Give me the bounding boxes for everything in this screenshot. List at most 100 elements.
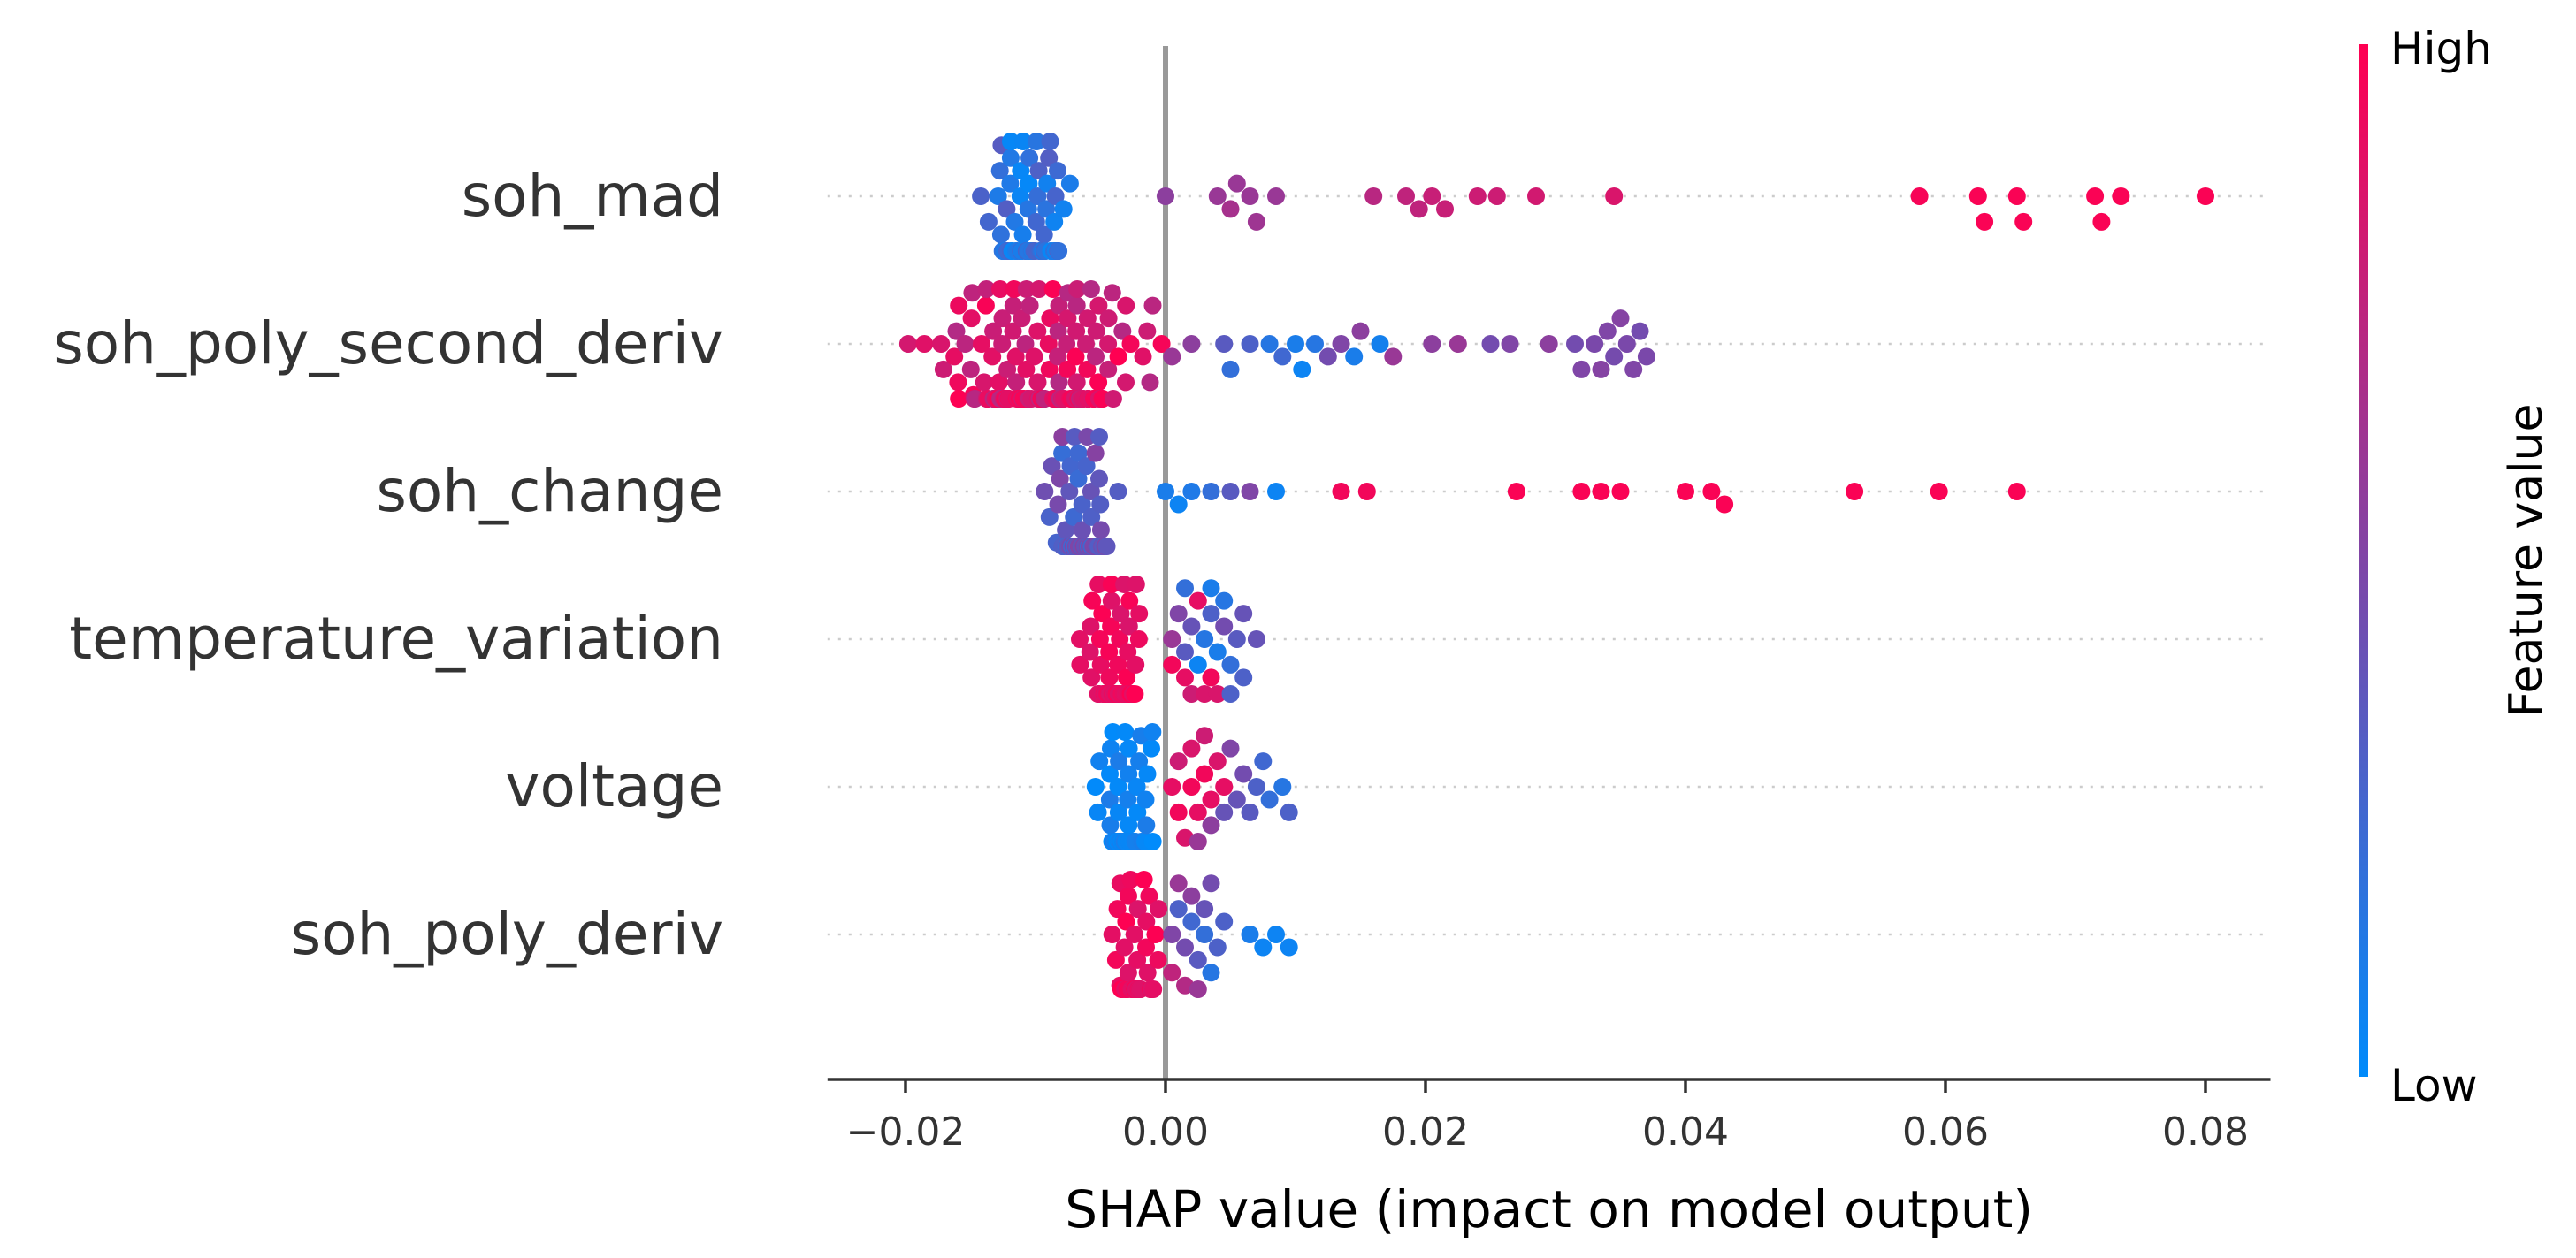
dot-soh_poly_deriv	[1137, 912, 1156, 931]
dot-voltage	[1234, 765, 1253, 783]
dot-soh_poly_second_deriv	[1017, 280, 1036, 298]
dot-soh_poly_second_deriv	[1089, 296, 1108, 315]
dot-temperature_variation	[1202, 605, 1220, 623]
dot-temperature_variation	[1202, 579, 1220, 598]
dot-voltage	[1101, 816, 1120, 835]
dot-soh_poly_second_deriv	[1067, 373, 1086, 392]
dot-temperature_variation	[1182, 617, 1201, 636]
dot-soh_change	[1267, 483, 1285, 500]
dot-soh_change	[1572, 483, 1591, 500]
colorbar-low-label: Low	[2390, 1060, 2477, 1111]
dot-soh_mad	[2086, 187, 2105, 205]
dot-soh_poly_second_deriv	[1345, 347, 1364, 366]
dot-soh_change	[1086, 444, 1105, 462]
dot-voltage	[1127, 778, 1146, 796]
dot-temperature_variation	[1082, 617, 1100, 636]
dot-temperature_variation	[1100, 668, 1119, 687]
dot-temperature_variation	[1169, 605, 1188, 623]
dot-soh_poly_second_deriv	[973, 335, 990, 353]
dot-soh_change	[1592, 483, 1610, 500]
x-tick-label: 0.06	[1902, 1109, 1989, 1155]
dot-soh_mad	[2197, 187, 2214, 205]
dot-soh_poly_second_deriv	[1182, 335, 1201, 353]
dot-soh_change	[1051, 469, 1069, 488]
dot-temperature_variation	[1127, 576, 1145, 593]
dot-soh_change	[1036, 483, 1054, 500]
dot-soh_poly_deriv	[1189, 980, 1207, 998]
dot-voltage	[1102, 739, 1120, 758]
dot-soh_poly_deriv	[1196, 926, 1214, 943]
dot-soh_poly_second_deriv	[1067, 296, 1086, 315]
dot-voltage	[1169, 752, 1188, 771]
dot-soh_poly_deriv	[1163, 964, 1181, 982]
dot-soh_poly_second_deriv	[1117, 373, 1135, 392]
dot-soh_change	[1221, 483, 1240, 500]
dot-temperature_variation	[1227, 630, 1246, 648]
feature-labels: soh_mad soh_poly_second_deriv soh_changete…	[53, 162, 723, 968]
dot-soh_mad	[1364, 187, 1383, 205]
dot-voltage	[1196, 765, 1214, 783]
dot-soh_poly_second_deriv	[1605, 347, 1624, 366]
dot-soh_poly_second_deriv	[1384, 347, 1403, 366]
dot-soh_poly_second_deriv	[1617, 335, 1636, 353]
dot-voltage	[1143, 833, 1162, 850]
dot-soh_poly_second_deriv	[1572, 360, 1591, 378]
dot-soh_poly_second_deriv	[1637, 347, 1655, 366]
dot-soh_change	[1090, 428, 1108, 446]
x-tick-label: 0.08	[2162, 1109, 2249, 1155]
dot-voltage	[1169, 803, 1188, 821]
dot-soh_poly_deriv	[1241, 926, 1259, 943]
dot-soh_poly_deriv	[1117, 912, 1135, 931]
dot-voltage	[1119, 790, 1137, 809]
dot-soh_mad	[1050, 242, 1068, 260]
dot-voltage	[1101, 765, 1119, 783]
dot-soh_poly_second_deriv	[1040, 360, 1059, 378]
dot-soh_poly_second_deriv	[1540, 335, 1558, 353]
dot-soh_poly_second_deriv	[950, 296, 968, 315]
dot-soh_poly_second_deriv	[983, 347, 1002, 366]
dot-soh_poly_second_deriv	[1025, 347, 1043, 366]
dot-voltage	[1128, 803, 1147, 821]
dot-soh_mad	[1038, 174, 1057, 193]
dot-soh_poly_deriv	[1202, 964, 1220, 982]
dot-voltage	[1189, 833, 1207, 850]
dot-soh_poly_second_deriv	[1016, 335, 1035, 353]
dot-soh_mad	[2007, 187, 2026, 205]
dot-temperature_variation	[1081, 643, 1099, 661]
dot-voltage	[1136, 790, 1155, 809]
dot-soh_change	[1716, 495, 1734, 514]
dot-soh_poly_second_deriv	[1043, 280, 1062, 298]
dot-soh_poly_deriv	[1280, 938, 1298, 957]
dot-temperature_variation	[1208, 685, 1227, 703]
dot-soh_poly_second_deriv	[990, 373, 1008, 392]
dot-soh_poly_second_deriv	[1631, 322, 1649, 340]
dot-soh_poly_second_deriv	[1592, 360, 1610, 378]
dot-voltage	[1100, 790, 1119, 809]
dot-soh_poly_deriv	[1121, 871, 1140, 888]
dot-soh_poly_second_deriv	[1077, 335, 1095, 353]
dot-soh_poly_second_deriv	[1078, 360, 1097, 378]
dot-soh_poly_second_deriv	[932, 335, 951, 353]
dot-soh_poly_second_deriv	[1004, 296, 1022, 315]
dot-soh_poly_second_deriv	[1152, 335, 1171, 353]
dot-soh_mad	[1014, 133, 1032, 150]
dot-soh_poly_deriv	[1215, 912, 1234, 931]
dot-soh_poly_second_deriv	[1028, 373, 1047, 392]
dot-temperature_variation	[1130, 605, 1149, 623]
dot-voltage	[1273, 778, 1292, 796]
dot-soh_poly_second_deriv	[993, 309, 1012, 328]
dot-soh_mad	[1013, 225, 1032, 244]
dot-soh_mad	[2112, 187, 2130, 205]
dot-soh_mad	[1046, 187, 1065, 205]
dot-voltage	[1120, 739, 1138, 758]
dot-soh_poly_second_deriv	[1449, 335, 1467, 353]
dot-soh_poly_deriv	[1149, 950, 1167, 969]
dot-soh_change	[1057, 521, 1075, 539]
dot-soh_change	[1930, 483, 1948, 500]
dot-temperature_variation	[1221, 655, 1240, 674]
dot-temperature_variation	[1247, 630, 1265, 648]
dot-soh_poly_second_deriv	[1319, 347, 1337, 366]
dot-voltage	[1130, 752, 1149, 771]
dot-soh_poly_second_deriv	[1141, 373, 1159, 392]
dot-soh_poly_second_deriv	[1598, 322, 1617, 340]
